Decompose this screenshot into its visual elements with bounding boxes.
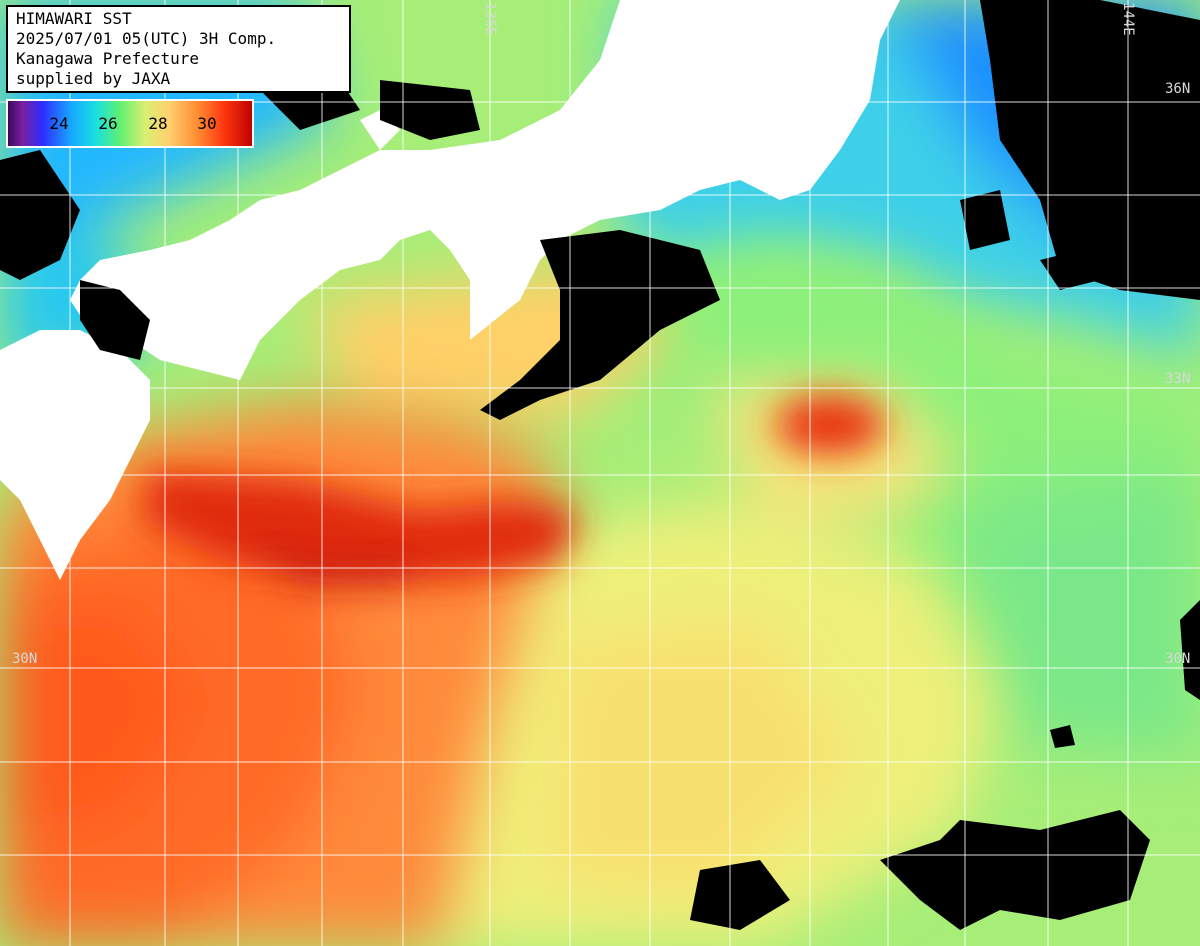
info-region: Kanagawa Prefecture	[16, 49, 200, 68]
colorbar-tick-24: 24	[49, 114, 69, 133]
colorbar-tick-30: 30	[197, 114, 217, 133]
info-title: HIMAWARI SST	[16, 9, 132, 28]
kuroshio-core	[140, 395, 885, 585]
lat-label-30n-right: 30N	[1165, 651, 1191, 667]
colorbar-tick-26: 26	[98, 114, 118, 133]
colorbar-tick-28: 28	[148, 114, 168, 133]
lon-label-136e: 136E	[482, 2, 498, 36]
info-source: supplied by JAXA	[16, 69, 171, 88]
info-datetime: 2025/07/01 05(UTC) 3H Comp.	[16, 29, 277, 48]
colorbar-legend: 24 26 28 30	[6, 99, 254, 148]
lat-label-36n: 36N	[1165, 81, 1191, 97]
lat-label-33n: 33N	[1165, 371, 1191, 387]
info-box: HIMAWARI SST 2025/07/01 05(UTC) 3H Comp.…	[6, 5, 351, 93]
lon-label-144e: 144E	[1120, 2, 1136, 36]
lat-label-30n-left: 30N	[12, 651, 38, 667]
